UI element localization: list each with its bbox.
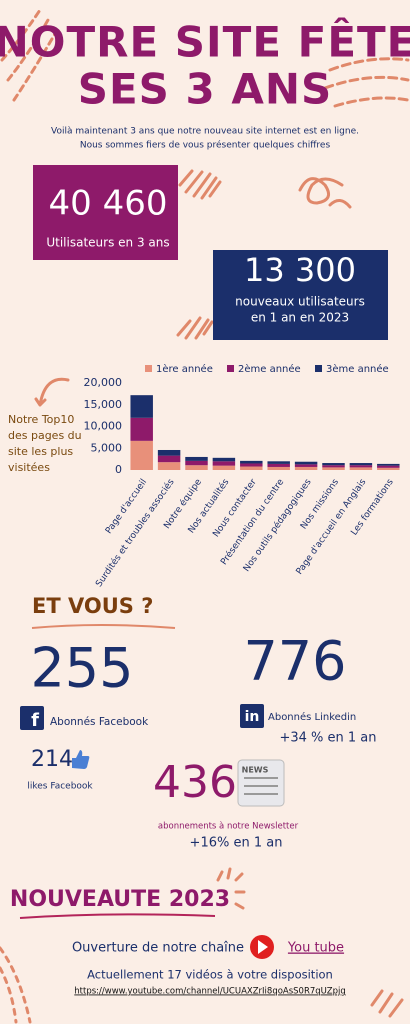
stat-label: likes Facebook <box>27 782 93 792</box>
bar-segment <box>377 467 400 470</box>
channel-url[interactable]: https://www.youtube.com/channel/UCUAXZrI… <box>74 987 345 997</box>
facebook-icon-text: f <box>31 710 39 731</box>
legend-swatch <box>315 365 322 372</box>
decoration <box>323 57 410 108</box>
section-heading: ET VOUS ? <box>32 594 153 618</box>
stat-label: Abonnés Facebook <box>50 716 149 728</box>
stat-value: 436 <box>153 757 237 808</box>
stat-label: abonnements à notre Newsletter <box>158 822 299 832</box>
y-tick-label: 15,000 <box>84 398 123 411</box>
stat-label: nouveaux utilisateurs <box>235 295 365 309</box>
stat-growth: +34 % en 1 an <box>279 731 376 746</box>
like-icon <box>72 750 90 769</box>
decoration <box>0 8 58 102</box>
annotation: Notre Top10 <box>8 413 74 426</box>
bar-segment <box>185 456 208 461</box>
intro: Voilà maintenant 3 ans que notre nouveau… <box>51 127 359 137</box>
bar-segment <box>349 467 373 470</box>
bar-segment <box>322 465 345 468</box>
stat-value: 214 <box>31 747 73 772</box>
decoration <box>0 946 32 1024</box>
bar-segment <box>130 395 153 418</box>
stat-label: Utilisateurs en 3 ans <box>46 236 169 250</box>
legend-swatch <box>227 365 234 372</box>
intro: Nous sommes fiers de vous présenter quel… <box>80 140 331 151</box>
bar-segment <box>294 461 318 465</box>
bar-segment <box>212 465 236 470</box>
legend-label: 3ème année <box>326 363 389 375</box>
channel-text: Ouverture de notre chaîne <box>72 941 244 956</box>
stat-growth: +16% en 1 an <box>190 836 283 851</box>
stat-value: 776 <box>243 630 346 693</box>
legend-swatch <box>145 365 152 372</box>
linkedin-icon-text: in <box>245 709 260 725</box>
videos-text: Actuellement 17 vidéos à votre dispositi… <box>87 968 333 982</box>
bar-segment <box>240 466 263 470</box>
linkedin-icon <box>240 704 264 728</box>
bar-segment <box>267 466 290 470</box>
bar-segment <box>267 463 290 467</box>
bar-segment <box>267 461 290 464</box>
bar-segment <box>377 463 400 466</box>
stat-label: en 1 an en 2023 <box>251 311 349 325</box>
bar-segment <box>157 449 181 456</box>
news-icon-lines <box>244 777 278 795</box>
bar-segment <box>240 460 263 464</box>
bar-segment <box>294 466 318 470</box>
y-tick-label: 20,000 <box>84 376 123 389</box>
stat-value: 13 300 <box>244 251 356 289</box>
decoration <box>370 989 404 1018</box>
annotation: site les plus <box>8 445 73 458</box>
bar-segment <box>377 465 400 468</box>
decoration <box>176 316 214 340</box>
legend-label: 1ère année <box>156 363 213 375</box>
facebook-icon <box>20 706 44 730</box>
stat-value: 255 <box>30 637 133 700</box>
bar-segment <box>157 455 181 463</box>
bar-segment <box>185 460 208 466</box>
stat-box <box>33 165 178 260</box>
annotation: des pages du <box>8 429 82 442</box>
title: NOTRE SITE FÊTE <box>0 17 410 67</box>
legend-label: 2ème année <box>238 363 301 375</box>
stat-label: Abonnés Linkedin <box>268 711 356 723</box>
youtube-icon-play <box>258 940 268 954</box>
annotation: visitées <box>8 461 50 474</box>
bar-segment <box>294 464 318 467</box>
title: SES 3 ANS <box>78 65 333 114</box>
y-tick-label: 0 <box>115 463 122 476</box>
bar-segment <box>349 465 373 468</box>
bar-segment <box>130 440 153 470</box>
bar-segment <box>212 461 236 466</box>
stat-value: 40 460 <box>49 184 168 224</box>
bar-segment <box>349 463 373 466</box>
underline <box>19 913 216 919</box>
underline <box>31 624 176 629</box>
decoration <box>178 169 222 200</box>
bar-segment <box>185 465 208 470</box>
y-tick-label: 10,000 <box>84 420 123 433</box>
annotation-arrow <box>34 377 70 407</box>
decoration <box>298 177 352 209</box>
section-heading: NOUVEAUTE 2023 <box>10 887 230 912</box>
decoration <box>216 867 246 910</box>
news-icon-text: NEWS <box>242 766 269 775</box>
channel-name: You tube <box>287 941 344 956</box>
bar-segment <box>157 462 181 470</box>
y-tick-label: 5,000 <box>91 441 123 454</box>
bar-segment <box>240 463 263 467</box>
bar-segment <box>322 467 345 470</box>
bar-segment <box>130 417 153 441</box>
stat-box <box>213 250 388 340</box>
bar-segment <box>212 457 236 462</box>
bar-segment <box>322 463 345 466</box>
